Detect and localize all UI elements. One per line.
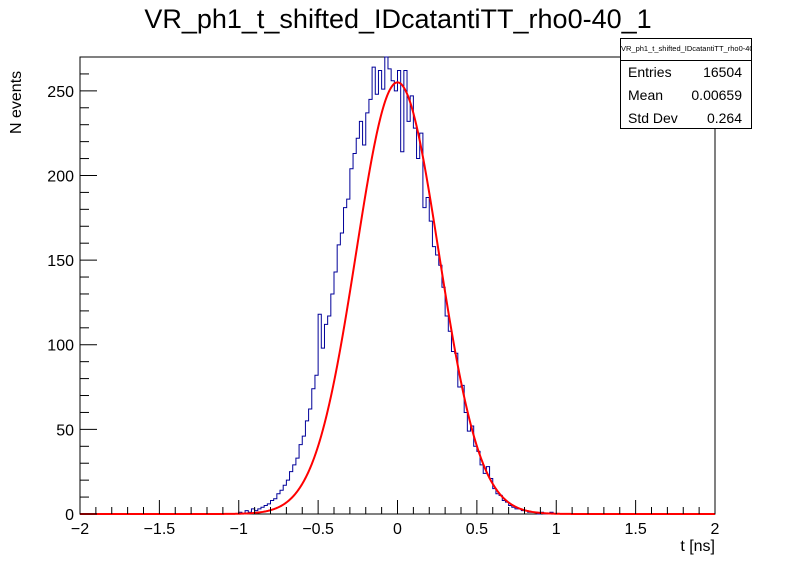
- x-tick-label: 0: [393, 521, 402, 538]
- y-tick-label: 150: [47, 253, 74, 270]
- x-tick-label: −0.5: [302, 521, 334, 538]
- gaussian-fit-curve: [80, 81, 715, 515]
- axes: −2 −1.5 −1 −0.5 0 0.5 1 1.5 2 0 50 100 150 200 250: [47, 56, 720, 538]
- x-tick-label: −1: [230, 521, 248, 538]
- stats-box-header: VR_ph1_t_shifted_IDcatantiTT_rho0-40_1: [621, 39, 751, 61]
- stats-row-entries: Entries 16504: [621, 61, 751, 84]
- y-axis-label: N events: [8, 70, 25, 134]
- stats-box: VR_ph1_t_shifted_IDcatantiTT_rho0-40_1 E…: [620, 38, 752, 129]
- stats-value: 0.264: [706, 110, 742, 126]
- x-tick-label: −1.5: [144, 521, 176, 538]
- y-tick-label: 200: [47, 168, 74, 185]
- y-tick-label: 250: [47, 84, 74, 101]
- y-tick-label: 100: [47, 338, 74, 355]
- chart-title: VR_ph1_t_shifted_IDcatantiTT_rho0-40_1: [144, 4, 652, 34]
- x-tick-label: 2: [711, 521, 720, 538]
- histogram-series: [80, 56, 715, 515]
- histogram-step-line: [80, 56, 715, 515]
- x-tick-label: 0.5: [466, 521, 488, 538]
- stats-value: 16504: [703, 64, 742, 80]
- x-tick-label: 1.5: [625, 521, 647, 538]
- gaussian-fit-series: [80, 81, 715, 515]
- stats-label: Entries: [628, 64, 672, 80]
- stats-value: 0.00659: [691, 87, 742, 103]
- stats-row-stddev: Std Dev 0.264: [621, 107, 751, 130]
- y-tick-label: 0: [65, 507, 74, 524]
- stats-label: Mean: [628, 87, 664, 103]
- x-tick-label: 1: [552, 521, 561, 538]
- x-axis-label: t [ns]: [680, 538, 715, 555]
- x-tick-label: −2: [71, 521, 89, 538]
- stats-row-mean: Mean 0.00659: [621, 84, 751, 107]
- y-tick-label: 50: [56, 422, 74, 439]
- stats-label: Std Dev: [628, 110, 678, 126]
